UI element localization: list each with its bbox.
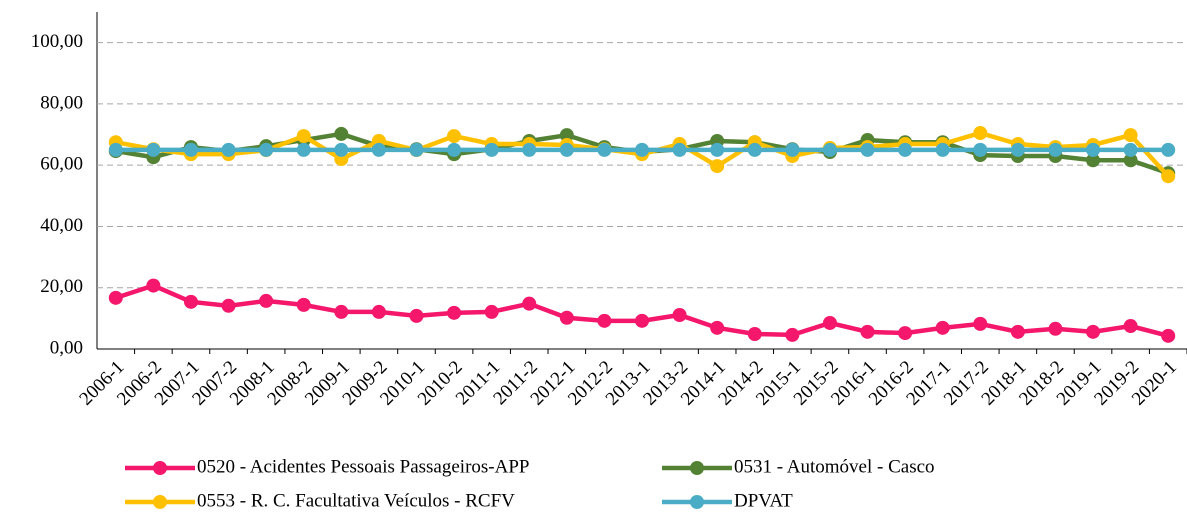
y-tick-label: 80,00 (40, 92, 83, 113)
data-point (1161, 328, 1176, 343)
y-tick-label: 100,00 (31, 31, 83, 52)
data-point (1123, 319, 1138, 334)
data-point (1086, 142, 1101, 157)
data-point (785, 142, 800, 157)
y-tick-label: 0,00 (50, 337, 83, 358)
data-point (1161, 142, 1176, 157)
data-point (559, 128, 574, 143)
data-point (522, 142, 537, 157)
series-line (115, 283, 1169, 339)
data-point (484, 142, 499, 157)
data-point (710, 320, 725, 335)
data-point (1123, 142, 1138, 157)
data-point (1048, 142, 1063, 157)
data-point (935, 320, 950, 335)
data-point (935, 142, 950, 157)
data-point (973, 142, 988, 157)
data-point (522, 296, 537, 311)
data-point (334, 126, 349, 141)
data-point (146, 142, 161, 157)
y-tick-label: 40,00 (40, 215, 83, 236)
legend-label: 0553 - R. C. Facultativa Veículos - RCFV (197, 490, 515, 511)
data-point (747, 142, 762, 157)
data-point (371, 304, 386, 319)
data-point (1010, 142, 1025, 157)
data-point (447, 142, 462, 157)
y-tick-label: 60,00 (40, 154, 83, 175)
data-point (447, 305, 462, 320)
data-point (371, 142, 386, 157)
data-point (1123, 128, 1138, 143)
data-point (221, 142, 236, 157)
data-point (672, 142, 687, 157)
data-point (1086, 153, 1101, 168)
legend-label: 0520 - Acidentes Pessoais Passageiros-AP… (197, 456, 529, 477)
data-point (334, 142, 349, 157)
data-point (1123, 153, 1138, 168)
legend-label: 0531 - Automóvel - Casco (734, 456, 935, 477)
data-point (1048, 321, 1063, 336)
data-point (259, 293, 274, 308)
y-tick-label: 20,00 (40, 276, 83, 297)
data-point (898, 326, 913, 341)
data-point (259, 142, 274, 157)
legend-marker (690, 495, 704, 509)
data-point (597, 142, 612, 157)
data-point (183, 294, 198, 309)
data-point (108, 290, 123, 305)
legend-marker (153, 461, 167, 475)
data-point (447, 129, 462, 144)
legend-label: DPVAT (734, 490, 793, 511)
data-point (221, 298, 236, 313)
data-point (1010, 324, 1025, 339)
data-point (635, 142, 649, 157)
data-point (860, 142, 875, 157)
data-point (822, 315, 837, 330)
data-point (108, 142, 123, 157)
data-point (747, 326, 762, 341)
data-point (710, 142, 725, 157)
data-point (973, 126, 988, 141)
data-point (710, 159, 725, 174)
data-point (334, 304, 349, 319)
data-point (296, 129, 311, 144)
data-point (785, 327, 800, 342)
legend-marker (153, 495, 167, 509)
data-point (822, 142, 837, 157)
data-point (146, 278, 161, 293)
data-point (559, 142, 574, 157)
data-point (484, 304, 499, 319)
data-point (672, 307, 687, 322)
data-point (1086, 324, 1101, 339)
data-point (409, 142, 424, 157)
data-point (296, 297, 311, 312)
legend-marker (690, 461, 704, 475)
data-point (973, 316, 988, 331)
data-point (1161, 169, 1176, 184)
data-point (898, 142, 913, 157)
data-point (409, 308, 424, 323)
data-point (296, 142, 311, 157)
data-point (597, 313, 612, 328)
data-point (183, 142, 198, 157)
data-point (860, 324, 875, 339)
data-point (635, 313, 649, 328)
data-point (559, 310, 574, 325)
